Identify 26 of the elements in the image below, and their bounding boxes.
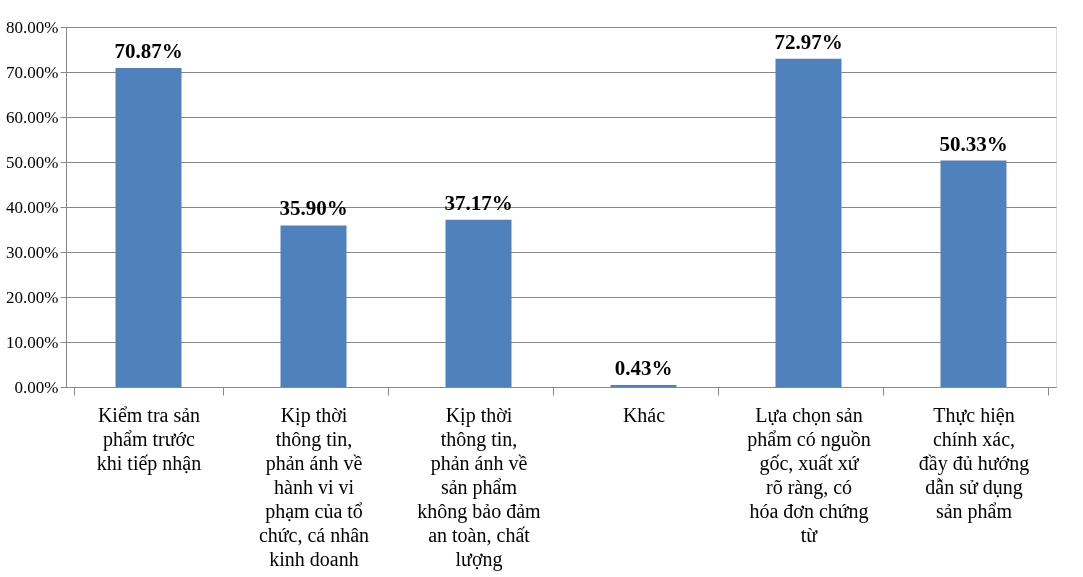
y-tick-label: 0.00% [14,377,59,397]
x-tick-label: Lựa chọn sản phẩm có nguồn gốc, xuất xứ rõ ràng, có hóa đơn chứng từ [747,403,871,546]
y-tick-label: 70.00% [6,62,59,82]
y-tick-label: 60.00% [6,107,59,127]
y-tick-label: 30.00% [6,242,59,262]
x-tick-label: Khác [622,403,666,426]
y-tick-label: 20.00% [6,287,59,307]
bar [445,219,512,387]
y-tick-label: 10.00% [6,332,59,352]
y-tick-label: 40.00% [6,197,59,217]
x-tick-label: Thực hiện chính xác, đầy đủ hướng dẫn sử dụng sản phẩm [918,403,1030,523]
y-tick-label: 50.00% [6,152,59,172]
data-label: 37.17% [444,190,513,215]
data-label: 35.90% [279,196,348,221]
x-tick-label: Kịp thời thông tin, phản ánh về hành vi vi phạm của tổ chức, cá nhân kinh doanh [258,403,370,570]
data-label: 72.97% [774,29,843,54]
bar [280,225,347,387]
y-tick-label: 80.00% [6,17,59,37]
x-tick-label: Kịp thời thông tin, phản ánh về sản phẩm không bảo đảm an toàn, chất lượng [417,403,542,571]
bar [775,58,842,387]
bar [940,160,1007,387]
data-label: 70.87% [114,39,183,64]
data-label: 0.43% [614,356,673,381]
bar [115,68,182,387]
x-tick-label: Kiểm tra sản phẩm trước khi tiếp nhận [96,403,202,475]
data-label: 50.33% [939,131,1008,156]
